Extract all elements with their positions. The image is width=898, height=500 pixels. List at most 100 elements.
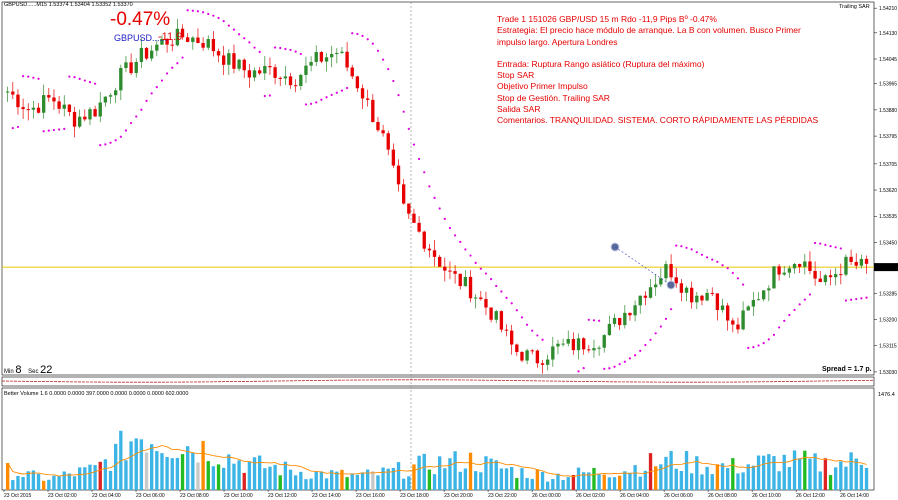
sar-dot [731, 271, 734, 274]
candle-bull [859, 258, 864, 266]
x-tick-label: 23 Oct 06:00 [136, 493, 165, 499]
candle-bear [479, 297, 483, 300]
volume-bar [247, 461, 252, 490]
sar-dot [83, 79, 86, 82]
sar-dot [325, 96, 328, 99]
sar-dot [47, 129, 50, 132]
volume-bar [103, 459, 108, 490]
candle-bear [864, 258, 869, 264]
volume-bar [201, 440, 205, 490]
candle-bear [360, 88, 365, 99]
candle-bull [263, 66, 267, 74]
sar-dot [623, 360, 626, 363]
volume-bar [78, 467, 82, 490]
x-tick-label: 26 Oct 12:00 [796, 493, 825, 499]
volume-bar [844, 466, 848, 490]
sar-dot [675, 244, 678, 247]
sar-dot [150, 92, 153, 95]
candle-bear [515, 344, 519, 353]
sar-dot [299, 52, 302, 56]
x-tick-label: 26 Oct 04:00 [620, 493, 649, 499]
sar-dot [690, 248, 693, 251]
sar-dot [829, 245, 832, 248]
volume-bar [67, 473, 72, 490]
candle-bear [422, 231, 426, 249]
current-price-tag [874, 263, 898, 272]
sar-dot [191, 9, 194, 12]
volume-bar [6, 463, 10, 490]
candle-bull [114, 90, 118, 96]
sar-dot [423, 171, 426, 174]
candle-bear [294, 85, 298, 87]
volume-bar [751, 465, 756, 490]
sar-dot [371, 42, 374, 45]
candle-bull [330, 54, 334, 58]
candle-bull [191, 37, 195, 42]
x-tick-label: 26 Oct 02:00 [576, 493, 605, 499]
candle-bear [222, 55, 226, 65]
sar-dot [654, 332, 657, 335]
sar-dot [320, 98, 323, 101]
sar-dot [592, 319, 596, 322]
volume-bar [798, 458, 802, 490]
candle-bull [762, 290, 766, 300]
volume-bar [510, 467, 514, 490]
indicator-label: Trailing SAR [839, 4, 870, 10]
candle-bear [402, 184, 406, 204]
sar-dot [346, 86, 349, 90]
sar-dot [495, 284, 498, 288]
sar-dot [798, 303, 801, 306]
candle-bear [453, 271, 457, 274]
volume-bar [494, 460, 498, 490]
sar-dot [310, 102, 313, 105]
volume-bar [607, 477, 612, 490]
candle-bear [468, 276, 473, 299]
sar-dot [850, 298, 853, 301]
sar-dot [788, 313, 791, 317]
candle-bear [366, 98, 370, 100]
sar-dot [752, 346, 755, 349]
volume-bar [633, 465, 637, 490]
volume-bar [309, 478, 313, 490]
volume-bar [396, 462, 401, 490]
volume-average-line [7, 445, 867, 477]
volume-bar [402, 478, 406, 490]
sar-dot [294, 50, 297, 53]
volume-bar [407, 476, 411, 490]
candle-timer: Min 8 Sec 22 [4, 364, 52, 376]
volume-bar [273, 464, 277, 490]
volume-bar [175, 457, 180, 490]
volume-bar [638, 476, 642, 490]
volume-bar [669, 451, 673, 490]
candle-bear [350, 67, 354, 77]
volume-bar [98, 461, 102, 490]
sar-dot [803, 298, 806, 301]
sar-dot [855, 297, 858, 301]
candle-bull [314, 52, 318, 62]
candle-bear [26, 109, 30, 111]
note-line: impulso largo. Apertura Londres [497, 36, 618, 47]
x-tick-label: 26 Oct 00:00 [532, 493, 561, 499]
sar-dot [232, 28, 236, 31]
sar-dot [814, 241, 817, 245]
candle-bear [36, 107, 41, 113]
volume-bar [196, 462, 200, 490]
candle-bear [854, 261, 858, 266]
x-tick-label: 23 Oct 2015 [4, 493, 31, 499]
sar-dot [541, 338, 544, 341]
volume-bar [340, 469, 344, 490]
candle-bull [787, 268, 792, 273]
sar-dot [63, 127, 66, 131]
candle-bear [849, 256, 853, 262]
sar-dot [16, 125, 20, 129]
volume-bar [391, 467, 396, 490]
volume-bar [479, 472, 483, 490]
candle-bear [530, 350, 534, 352]
candle-bear [216, 51, 221, 56]
candle-bear [510, 330, 514, 345]
y-tick-label: 1.53115 [879, 344, 897, 350]
volume-bar [571, 474, 576, 490]
volume-bar [484, 456, 488, 490]
volume-bar [679, 470, 684, 490]
